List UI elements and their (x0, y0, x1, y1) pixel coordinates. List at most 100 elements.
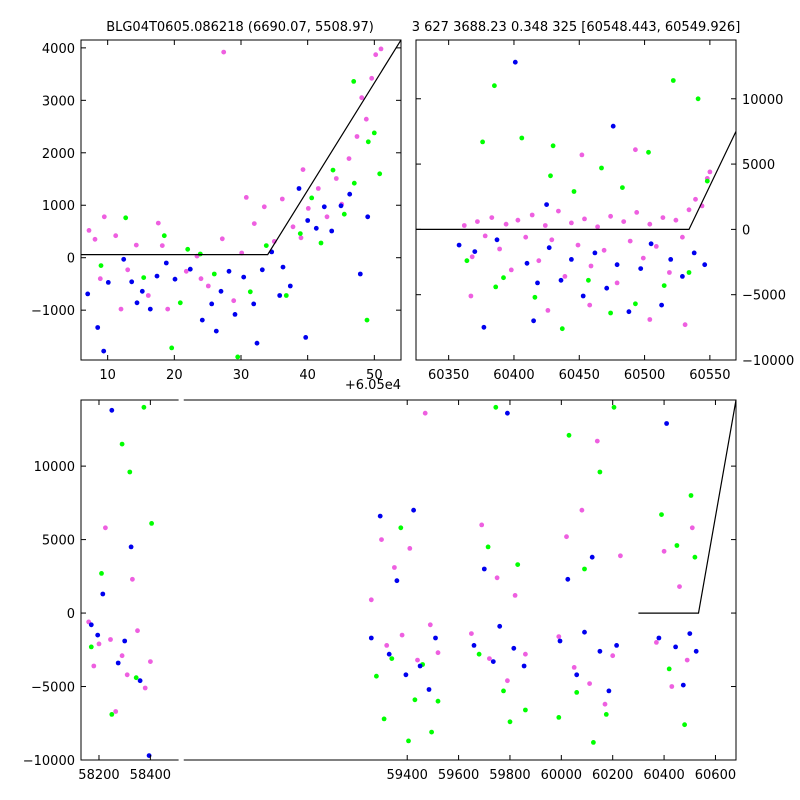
data-point-magenta (667, 270, 672, 275)
data-point-blue (394, 578, 400, 584)
x-tick-label: 50 (366, 368, 383, 383)
data-point-blue (614, 262, 620, 268)
data-point-blue (259, 267, 265, 273)
y-tick-label: 3000 (42, 94, 75, 109)
data-points (85, 46, 384, 360)
x-tick-label: 59800 (489, 768, 530, 783)
data-point-magenta (363, 116, 369, 122)
data-point-green (364, 317, 370, 323)
data-point-magenta (354, 134, 360, 139)
data-point-magenta (113, 233, 119, 239)
data-point-green (501, 688, 506, 694)
data-point-blue (481, 566, 487, 572)
data-point-green (501, 275, 506, 281)
data-point-magenta (508, 267, 514, 273)
data-point-magenta (368, 597, 374, 603)
data-point-magenta (119, 653, 125, 659)
data-point-magenta (130, 576, 135, 582)
data-point-blue (280, 264, 286, 270)
data-point-green (476, 651, 482, 657)
y-tick-label: 0 (67, 607, 75, 622)
data-point-blue (129, 279, 135, 285)
data-point-blue (497, 623, 503, 629)
y-tick-label: 2000 (42, 147, 75, 162)
y-tick-label: 4000 (42, 42, 75, 57)
data-point-magenta (653, 244, 659, 249)
data-point-green (127, 469, 133, 475)
data-point-magenta (315, 186, 321, 191)
data-point-magenta (133, 242, 139, 248)
data-point-magenta (305, 206, 311, 211)
data-point-magenta (399, 632, 405, 638)
data-point-magenta (647, 221, 653, 227)
data-point-green (682, 722, 687, 728)
data-point-magenta (468, 293, 474, 299)
data-point-green (406, 738, 411, 744)
data-point-blue (303, 335, 309, 340)
data-point-green (493, 284, 499, 290)
data-point-magenta (503, 221, 509, 227)
data-point-magenta (198, 276, 204, 282)
data-point-blue (347, 191, 353, 197)
data-point-blue (691, 250, 697, 256)
data-point-magenta (142, 685, 148, 691)
data-point-green (582, 566, 587, 572)
data-point-magenta (689, 525, 695, 531)
data-point-blue (241, 274, 247, 280)
data-point-green (571, 189, 577, 194)
data-point-magenta (640, 255, 646, 261)
data-point-blue (199, 317, 205, 323)
data-point-blue (139, 288, 145, 294)
data-point-green (485, 544, 491, 550)
data-point-magenta (562, 274, 568, 279)
data-point-magenta (634, 210, 640, 215)
data-point-magenta (422, 410, 428, 416)
x-tick-label: 20 (166, 368, 183, 383)
data-point-green (550, 143, 556, 149)
x-tick-label: 59600 (438, 768, 479, 783)
data-point-blue (122, 638, 128, 644)
panel-title-right: 3 627 3688.23 0.348 325 [60548.443, 6054… (412, 20, 741, 35)
data-point-green (318, 240, 324, 246)
data-point-magenta (415, 657, 420, 663)
data-point-magenta (512, 593, 518, 598)
data-point-green (591, 740, 596, 745)
data-point-blue (95, 325, 101, 330)
data-point-green (412, 697, 418, 703)
data-point-blue (557, 638, 563, 644)
data-point-magenta (673, 217, 679, 223)
data-point-green (532, 294, 538, 300)
zoom-peak-panel: 10 20 30 40 50 −1000 0 1000 2000 3000 4000 +6.05e4 (31, 39, 402, 393)
x-tick-label: 60200 (592, 768, 633, 783)
x-tick-label: 59400 (387, 768, 428, 783)
data-point-green (574, 690, 580, 695)
data-point-magenta (205, 283, 211, 289)
data-point-green (599, 165, 604, 171)
data-point-magenta (219, 236, 225, 242)
data-point-blue (659, 302, 664, 308)
axis-break-top (178, 398, 184, 402)
data-point-green (688, 493, 694, 498)
data-point-blue (569, 257, 574, 262)
data-point-magenta (86, 228, 92, 233)
data-point-blue (101, 348, 107, 354)
data-point-blue (610, 123, 616, 129)
data-point-blue (580, 293, 586, 299)
data-point-blue (254, 340, 260, 346)
data-point-magenta (542, 223, 548, 228)
data-points (86, 404, 699, 758)
data-point-blue (664, 421, 669, 426)
data-point-green (704, 178, 710, 184)
x-offset-label: +6.05e4 (345, 378, 401, 393)
data-point-blue (582, 629, 587, 635)
x-tick-label: 60550 (689, 368, 730, 383)
data-point-blue (403, 672, 409, 678)
data-point-green (515, 562, 521, 567)
data-point-green (374, 673, 379, 679)
data-point-green (185, 246, 191, 252)
y-tick-label: −5000 (31, 681, 75, 696)
data-point-blue (524, 260, 530, 266)
data-point-blue (417, 663, 423, 669)
data-point-magenta (497, 246, 502, 252)
